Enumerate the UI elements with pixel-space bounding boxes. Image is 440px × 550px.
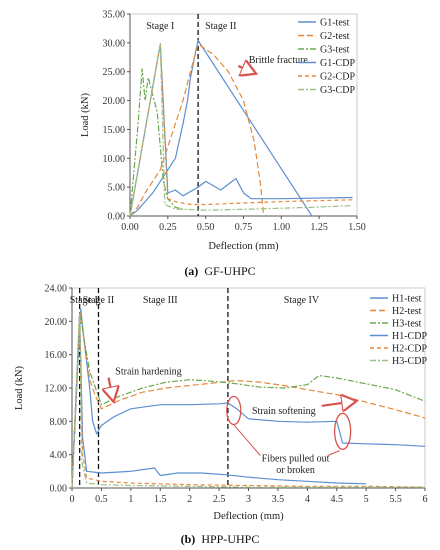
y-tick-label: 5.00 [108, 183, 126, 194]
stage-label: Stage I [70, 295, 98, 306]
x-tick-label: 3.5 [272, 494, 285, 505]
annotation-arrow [108, 377, 113, 400]
x-tick-label: 3 [246, 494, 251, 505]
series-line-h2-test [71, 312, 426, 489]
annotation-text: Strain hardening [115, 367, 181, 378]
x-tick-label: 5 [364, 494, 369, 505]
legend-label: G1-test [320, 18, 350, 29]
chart-hpp-uhpc: 0 0.5 1 1.5 2 2.5 3 3.5 4 4.5 5 5.5 6 0.00 4.00 8.00 12.… [14, 284, 428, 523]
legend-label: H3-test [392, 319, 422, 330]
x-tick-label: 0.50 [197, 222, 215, 233]
x-tick-label: 1.50 [348, 222, 366, 233]
stage-label: Stage II [205, 21, 236, 32]
series-line-h2-cdp [71, 312, 426, 489]
legend-label: G2-CDP [320, 72, 355, 83]
legend-label: H2-test [392, 306, 422, 317]
y-tick-label: 15.00 [103, 125, 126, 136]
y-tick-label: 8.00 [50, 417, 68, 428]
callout-line [327, 450, 340, 456]
series-line-h3-test [71, 316, 426, 489]
y-tick-label: 20.00 [103, 96, 126, 107]
legend-label: G2-test [320, 31, 350, 42]
chart-gf-uhpc: 0.00 0.25 0.50 0.75 1.00 1.25 1.50 0.00 5.00 10.0… [80, 10, 366, 253]
series-line-g1-test [129, 39, 313, 217]
y-tick-label: 35.00 [103, 10, 126, 21]
series-line-g3-cdp [129, 43, 353, 217]
highlight-ellipse [333, 412, 352, 450]
x-tick-label: 1 [128, 494, 133, 505]
annotation-text: or broken [276, 465, 315, 476]
y-tick-label: 0.00 [50, 484, 68, 495]
x-tick-label: 1.25 [310, 222, 328, 233]
y-tick-label: 30.00 [103, 38, 126, 49]
caption-b: (b) HPP-UHPC [181, 532, 260, 546]
legend-label: H3-CDP [392, 356, 427, 367]
caption-b-label: (b) [181, 532, 196, 546]
stage-label: Stage III [143, 295, 178, 306]
stage-label: Stage II [83, 295, 114, 306]
annotation-text: Strain softening [252, 406, 316, 417]
x-tick-label: 4.5 [331, 494, 344, 505]
caption-a: (a) GF-UHPC [184, 264, 255, 278]
caption-b-text: HPP-UHPC [201, 532, 259, 546]
legend-label: G3-CDP [320, 85, 355, 96]
series-line-h1-cdp [71, 312, 367, 489]
stage-label: Stage IV [284, 295, 320, 306]
legend-label: H1-test [392, 294, 422, 305]
x-tick-label: 5.5 [389, 494, 402, 505]
x-tick-label: 0.75 [235, 222, 253, 233]
y-tick-label: 12.00 [45, 384, 68, 395]
y-tick-label: 25.00 [103, 67, 126, 78]
y-tick-label: 10.00 [103, 154, 126, 165]
x-tick-label: 0.25 [159, 222, 177, 233]
y-tick-label: 24.00 [45, 284, 68, 295]
legend-label: G3-test [320, 45, 350, 56]
x-axis-label: Deflection (mm) [208, 241, 279, 252]
y-tick-label: 0.00 [108, 212, 126, 223]
plot-frame-b [71, 287, 426, 489]
legend-a: G1-test G2-test G3-test G1-CDP G2-CDP G3-CDP [298, 18, 355, 96]
legend-label: H1-CDP [392, 331, 427, 342]
x-tick-label: 2.5 [213, 494, 226, 505]
series-line-g1-cdp [129, 43, 353, 217]
x-tick-label: 0 [70, 494, 75, 505]
series-line-g2-test [129, 43, 264, 217]
highlight-ellipse [226, 395, 242, 426]
series-line-g3-test [129, 68, 184, 217]
x-tick-label: 0.00 [121, 222, 139, 233]
caption-a-label: (a) [184, 264, 198, 278]
annotation-text: Brittle fracture [249, 55, 309, 66]
y-tick-label: 4.00 [50, 450, 68, 461]
stage-label: Stage I [146, 21, 174, 32]
legend-label: H2-CDP [392, 344, 427, 355]
x-tick-label: 0.5 [95, 494, 108, 505]
x-tick-label: 4 [305, 494, 310, 505]
series-line-g2-cdp [129, 43, 353, 217]
annotation-arrow [237, 66, 254, 73]
callout-line [233, 424, 261, 456]
x-tick-label: 1.5 [154, 494, 167, 505]
y-tick-label: 20.00 [45, 317, 68, 328]
y-tick-label: 16.00 [45, 350, 68, 361]
series-line-h1-test [71, 308, 426, 489]
annotation-arrow [321, 401, 355, 406]
y-axis-label: Load (kN) [80, 92, 91, 137]
annotation-text: Fibers pulled out [262, 453, 330, 464]
x-tick-label: 2 [187, 494, 192, 505]
caption-a-text: GF-UHPC [204, 264, 255, 278]
x-axis-label: Deflection (mm) [213, 511, 284, 522]
legend-label: G1-CDP [320, 58, 355, 69]
y-axis-label: Load (kN) [14, 365, 25, 410]
series-line-h3-cdp [71, 312, 425, 489]
x-tick-label: 1.00 [273, 222, 291, 233]
x-tick-label: 6 [423, 494, 428, 505]
